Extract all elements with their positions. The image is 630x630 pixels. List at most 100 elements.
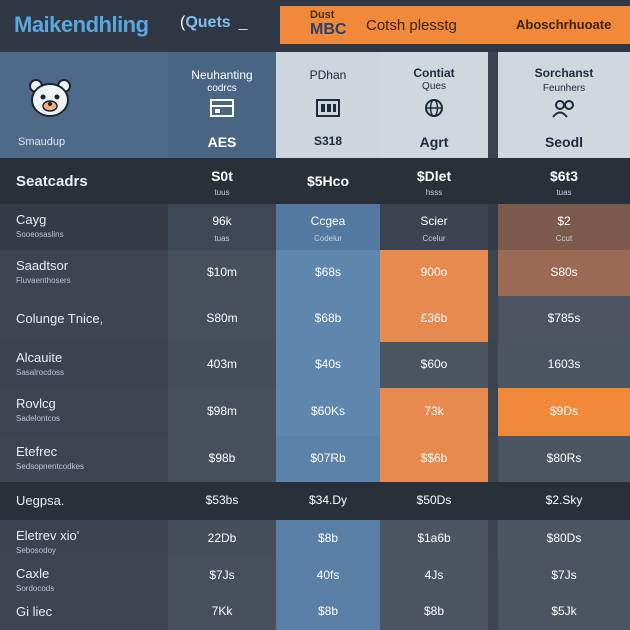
cell-value: 900o: [420, 265, 448, 279]
plan-sub: codrcs: [207, 83, 237, 94]
cell-value: 22Db: [207, 531, 237, 545]
table-cell[interactable]: $60Ks: [276, 388, 380, 436]
table-row: Caxle Sordocods $7Js 40fs 4Js $7Js: [0, 558, 630, 594]
plan-name: Contiat: [413, 66, 455, 80]
plan-sub: Feunhers: [542, 83, 586, 94]
table-cell[interactable]: $5Hco: [276, 158, 380, 204]
table-cell[interactable]: $98m: [168, 388, 276, 436]
column-gap: [488, 158, 498, 204]
table-cell[interactable]: $7Js: [168, 558, 276, 594]
quick-nav[interactable]: (Quets _: [180, 14, 248, 32]
row-sublabel: Sadelontcos: [16, 414, 61, 423]
table-row: Colunge Tnice, S80m $68b £36b $785s: [0, 296, 630, 342]
table-row: Uegpsa. $53bs $34.Dy $50Ds $2.Sky: [0, 482, 630, 520]
table-cell[interactable]: Scier Ccelur: [380, 204, 488, 250]
table-cell[interactable]: 1603s: [498, 342, 630, 388]
table-cell[interactable]: $50Ds: [380, 482, 488, 520]
row-label: Cayg: [16, 212, 47, 227]
column-gap: [488, 52, 498, 158]
table-cell[interactable]: $68b: [276, 296, 380, 342]
column-gap: [488, 342, 498, 388]
table-cell[interactable]: $68s: [276, 250, 380, 296]
table-cell[interactable]: 7Kk: [168, 594, 276, 630]
table-cell[interactable]: 40fs: [276, 558, 380, 594]
table-cell[interactable]: $9Ds: [498, 388, 630, 436]
cell-subvalue: tuus: [214, 188, 230, 197]
row-sublabel: Sedsopnentcodkes: [16, 462, 85, 471]
plan-price: S318: [313, 134, 343, 148]
table-cell[interactable]: $785s: [498, 296, 630, 342]
cell-value: $68b: [314, 311, 342, 325]
table-cell[interactable]: 403m: [168, 342, 276, 388]
table-cell[interactable]: $60o: [380, 342, 488, 388]
table-cell[interactable]: $07Rb: [276, 436, 380, 482]
table-cell[interactable]: $2.Sky: [498, 482, 630, 520]
cell-value: $10m: [206, 265, 238, 279]
table-cell[interactable]: $7Js: [498, 558, 630, 594]
table-cell[interactable]: 22Db: [168, 520, 276, 558]
table-cell[interactable]: Ccgea Codelur: [276, 204, 380, 250]
table-row: Etefrec Sedsopnentcodkes $98b $07Rb $$6b $80R…: [0, 436, 630, 482]
table-cell[interactable]: $2 Ccut: [498, 204, 630, 250]
table-row: Eletrev xio' Sebosodoy 22Db $8b $1a6b $80Ds: [0, 520, 630, 558]
cell-value: 40fs: [316, 568, 340, 582]
table-cell[interactable]: $1a6b: [380, 520, 488, 558]
cell-value: Scier: [420, 214, 448, 228]
cell-value: $60o: [420, 357, 448, 371]
column-gap: [488, 250, 498, 296]
table-row: Cayg Sooeosaslins 96k tuas Ccgea Codelur Scier…: [0, 204, 630, 250]
cell-value: $785s: [547, 311, 581, 325]
column-gap: [488, 296, 498, 342]
promo-small: Dust: [310, 9, 335, 21]
plan-column-3[interactable]: Contiat Ques Agrt: [380, 52, 488, 158]
promo-big: MBC: [310, 21, 347, 38]
cell-value: $80Ds: [546, 531, 582, 545]
cell-value: $34.Dy: [308, 493, 348, 507]
table-cell[interactable]: $80Rs: [498, 436, 630, 482]
row-label: Gi liec: [16, 604, 53, 619]
column-gap: [488, 520, 498, 558]
table-cell[interactable]: $10m: [168, 250, 276, 296]
table-cell[interactable]: 96k tuas: [168, 204, 276, 250]
cell-value: $$6b: [420, 451, 448, 465]
column-gap: [488, 594, 498, 630]
brand-logo[interactable]: Maikendhling: [14, 12, 149, 38]
row-label-cell: Eletrev xio' Sebosodoy: [0, 520, 168, 558]
cell-subvalue: Ccut: [555, 234, 573, 243]
table-cell[interactable]: $98b: [168, 436, 276, 482]
promo-banner-2[interactable]: Aboschrhuoate: [502, 6, 630, 44]
table-cell[interactable]: $80Ds: [498, 520, 630, 558]
table-cell[interactable]: $8b: [276, 594, 380, 630]
table-cell[interactable]: $Dlet hsss: [380, 158, 488, 204]
row-label-cell: Cayg Sooeosaslins: [0, 204, 168, 250]
table-cell[interactable]: $34.Dy: [276, 482, 380, 520]
table-cell[interactable]: $40s: [276, 342, 380, 388]
column-gap: [488, 388, 498, 436]
plan-price: AES: [207, 134, 237, 150]
table-cell[interactable]: 900o: [380, 250, 488, 296]
plan-column-2[interactable]: PDhan S318: [276, 52, 380, 158]
table-cell[interactable]: S0t tuus: [168, 158, 276, 204]
row-sublabel: Fluvaenthosers: [16, 276, 71, 285]
row-sublabel: Sebosodoy: [16, 546, 57, 555]
table-cell[interactable]: $$6b: [380, 436, 488, 482]
table-cell[interactable]: £36b: [380, 296, 488, 342]
row-label: Etefrec: [16, 444, 58, 459]
table-cell[interactable]: S80s: [498, 250, 630, 296]
table-cell[interactable]: 4Js: [380, 558, 488, 594]
row-label: Alcauite: [16, 350, 63, 365]
quick-paren: (: [180, 14, 186, 31]
promo-banner[interactable]: Dust MBC Cotsh plesstg: [280, 6, 502, 44]
plan-name: Neuhanting: [191, 68, 253, 82]
plan-column-1[interactable]: Neuhanting codrcs AES: [168, 52, 276, 158]
table-cell[interactable]: $5Jk: [498, 594, 630, 630]
table-cell[interactable]: S80m: [168, 296, 276, 342]
table-cell[interactable]: $53bs: [168, 482, 276, 520]
table-cell[interactable]: $6t3 tuas: [498, 158, 630, 204]
row-label-cell: Etefrec Sedsopnentcodkes: [0, 436, 168, 482]
table-cell[interactable]: $8b: [276, 520, 380, 558]
table-cell[interactable]: 73k: [380, 388, 488, 436]
cell-value: $8b: [317, 531, 339, 545]
table-cell[interactable]: $8b: [380, 594, 488, 630]
plan-column-4[interactable]: Sorchanst Feunhers Seodl: [498, 52, 630, 158]
